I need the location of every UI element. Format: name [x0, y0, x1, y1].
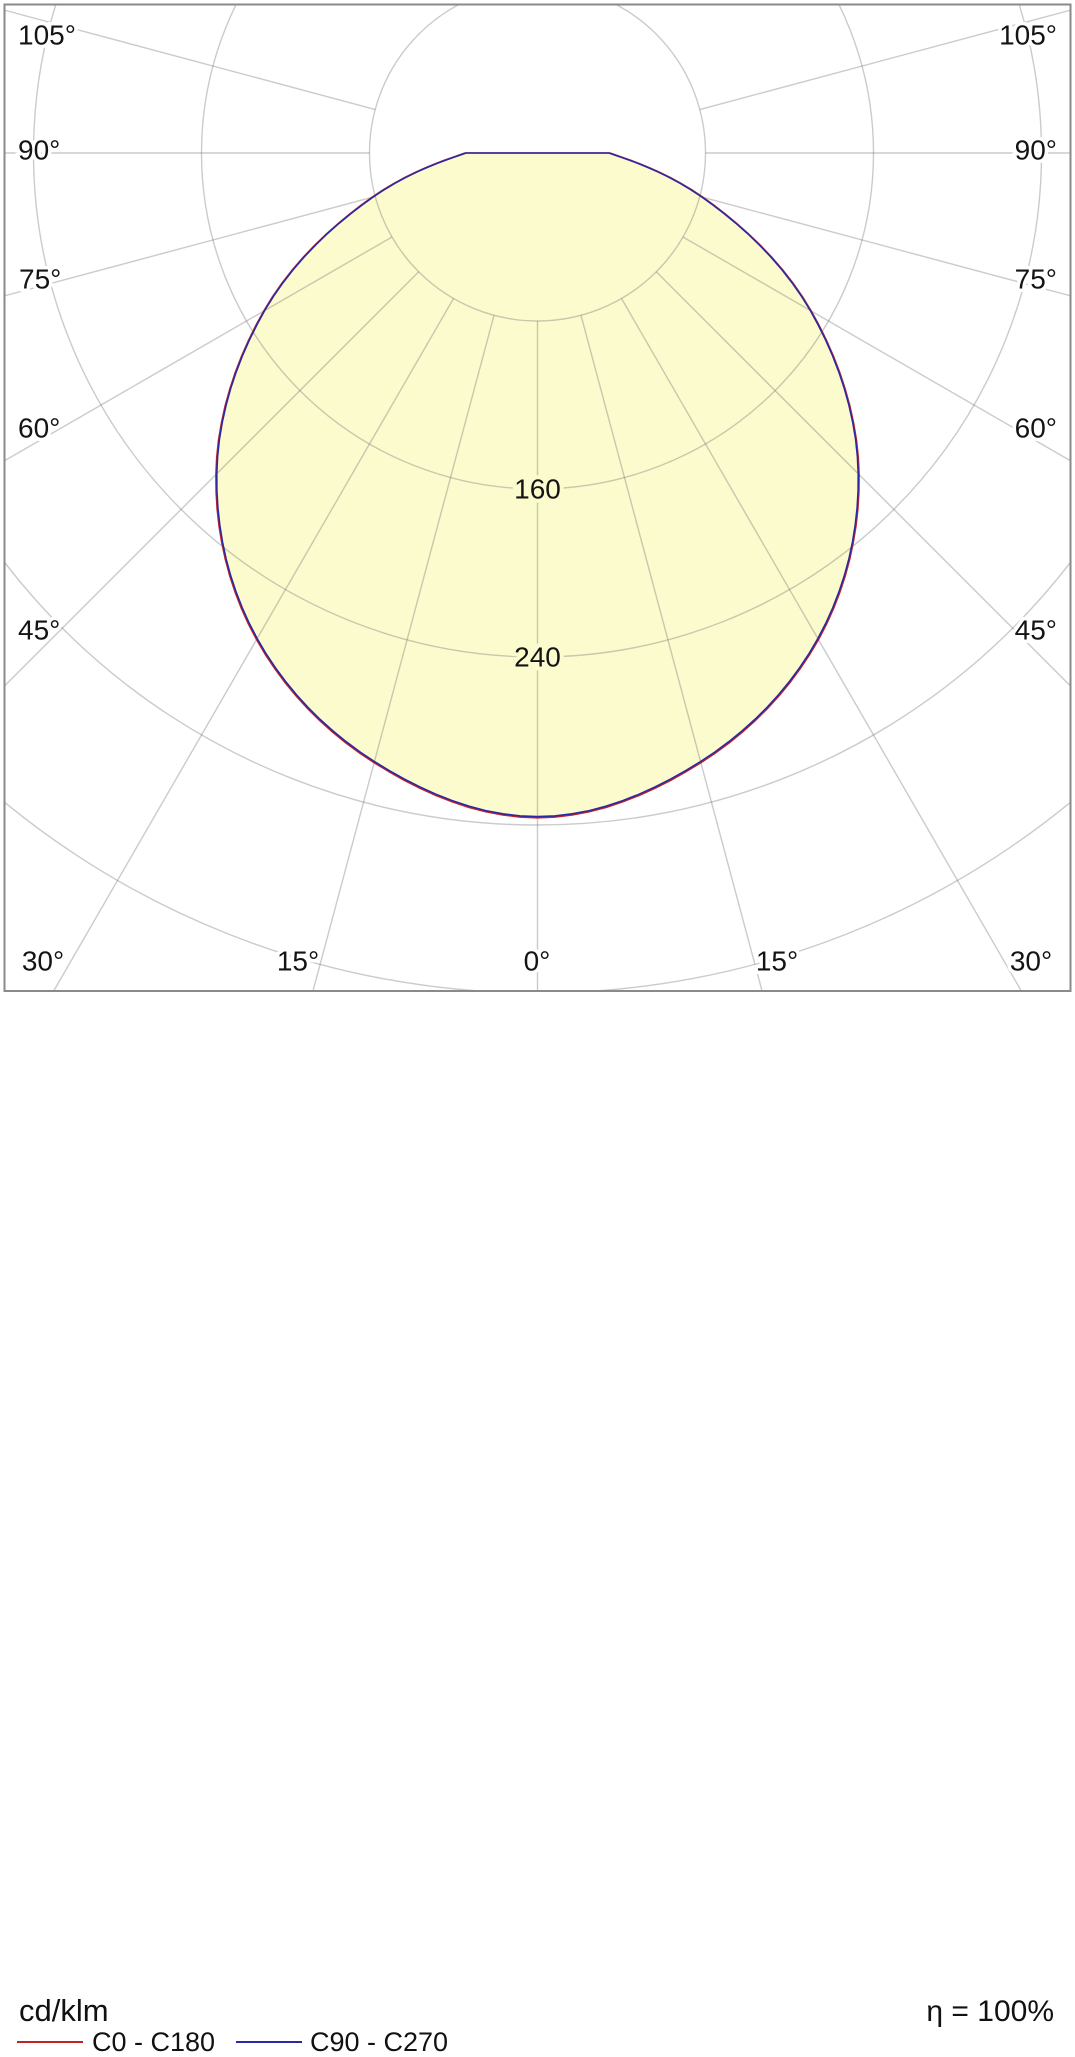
- legend: cd/klm C0 - C180 C90 - C270 η = 100%: [0, 992, 1075, 1072]
- angle-label-right-3: 60°: [1015, 412, 1057, 443]
- c90-c270-legend-label: C90 - C270: [310, 2028, 448, 2056]
- angle-label-left-4: 45°: [18, 614, 60, 645]
- c0-c180-line-swatch: [17, 2041, 83, 2043]
- light-output-ratio: η = 100%: [926, 1995, 1054, 2029]
- angle-label-left-3: 60°: [18, 412, 60, 443]
- c90-c270-line-swatch: [236, 2041, 302, 2043]
- angle-label-right-1: 90°: [1015, 134, 1057, 165]
- angle-label-bottom-3: 15°: [756, 945, 798, 976]
- angle-label-left-2: 75°: [19, 263, 61, 294]
- angle-label-right-4: 45°: [1015, 614, 1057, 645]
- ring-label: 160: [514, 473, 561, 504]
- angle-label-bottom-1: 15°: [277, 945, 319, 976]
- angle-label-right-2: 75°: [1015, 263, 1057, 294]
- angle-label-left-1: 90°: [18, 134, 60, 165]
- angle-label-bottom-4: 30°: [1010, 945, 1052, 976]
- polar-chart: 160 240 105° 90° 75° 60° 45° 105° 90° 75° 60° 45° 30…: [0, 0, 1075, 992]
- angle-label-bottom-2: 0°: [524, 945, 551, 976]
- ring-label: 240: [514, 641, 561, 672]
- unit-label: cd/klm: [19, 1994, 109, 2028]
- photometric-polar-diagram: 160 240 105° 90° 75° 60° 45° 105° 90° 75° 60° 45° 30…: [0, 0, 1075, 1072]
- angle-label-bottom-0: 30°: [22, 945, 64, 976]
- angle-label-right-0: 105°: [999, 19, 1057, 50]
- angle-label-left-0: 105°: [18, 19, 76, 50]
- c0-c180-legend-label: C0 - C180: [92, 2028, 215, 2056]
